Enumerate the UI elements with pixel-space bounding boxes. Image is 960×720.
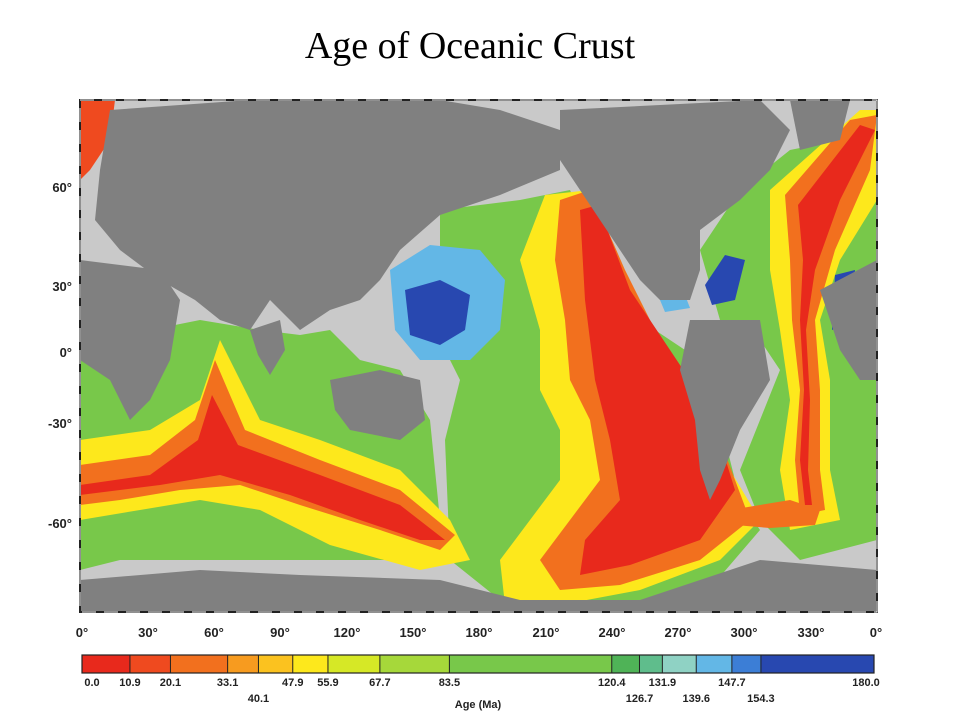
- lon-label-270: 270°: [665, 625, 692, 640]
- lon-label-210: 210°: [533, 625, 560, 640]
- colorbar-label-top-4: 47.9: [282, 677, 303, 689]
- lon-label-60: 60°: [204, 625, 224, 640]
- lon-label-90: 90°: [270, 625, 290, 640]
- colorbar-bin-12: [696, 655, 732, 673]
- colorbar-labels: 0.0 10.9 20.1 33.1 47.9 55.9 67.7 83.5 120.4 131.…: [84, 677, 879, 705]
- lon-label-0-east: 0°: [870, 625, 882, 640]
- colorbar-ticks: [81, 655, 875, 673]
- north-america: [560, 100, 790, 300]
- colorbar-bin-0: [82, 655, 130, 673]
- colorbar-bin-10: [639, 655, 663, 673]
- scotia-arc: [730, 500, 820, 528]
- map-frame-dashes: [79, 99, 878, 613]
- colorbar-bin-6: [327, 655, 380, 673]
- oldest-crust-pacific: [405, 280, 470, 345]
- colorbar-bins: [82, 655, 874, 673]
- pacific-rise-red: [580, 205, 735, 575]
- colorbar-label-top-0: 0.0: [84, 677, 99, 689]
- colorbar-bin-14: [760, 655, 874, 673]
- indian-ridge-red: [80, 395, 445, 540]
- africa-east: [820, 260, 877, 380]
- india: [250, 320, 285, 375]
- australia: [330, 370, 425, 440]
- colorbar-bin-4: [258, 655, 293, 673]
- colorbar-label-bottom-1: 126.7: [626, 693, 654, 705]
- south-america: [680, 320, 770, 500]
- lon-label-120: 120°: [334, 625, 361, 640]
- lat-label-60: 60°: [52, 180, 72, 195]
- longitude-axis: 0° 30° 60° 90° 120° 150° 180° 210° 240° …: [76, 625, 882, 640]
- colorbar-label-top-2: 20.1: [160, 677, 181, 689]
- colorbar-label-bottom-3: 154.3: [747, 693, 775, 705]
- colorbar-label-top-9: 131.9: [649, 677, 677, 689]
- lon-label-240: 240°: [599, 625, 626, 640]
- lon-label-330: 330°: [798, 625, 825, 640]
- colorbar-label-top-10: 147.7: [718, 677, 746, 689]
- lat-label-30: 30°: [52, 279, 72, 294]
- colorbar-bin-1: [129, 655, 171, 673]
- greenland: [790, 100, 850, 150]
- lat-label-0: 0°: [60, 345, 72, 360]
- colorbar-label-top-7: 83.5: [439, 677, 460, 689]
- colorbar-bin-11: [662, 655, 697, 673]
- colorbar-label-top-3: 33.1: [217, 677, 238, 689]
- colorbar-label-bottom-0: 40.1: [248, 693, 269, 705]
- old-crust-atlantic-west: [705, 255, 745, 305]
- lat-label-minus60: -60°: [48, 516, 72, 531]
- colorbar-bin-5: [292, 655, 328, 673]
- lon-label-0: 0°: [76, 625, 88, 640]
- colorbar-label-bottom-2: 139.6: [682, 693, 710, 705]
- colorbar-label-top-6: 67.7: [369, 677, 390, 689]
- colorbar-title: Age (Ma): [455, 699, 502, 711]
- colorbar-bin-3: [227, 655, 259, 673]
- lon-label-180: 180°: [466, 625, 493, 640]
- age-colorbar: 0.0 10.9 20.1 33.1 47.9 55.9 67.7 83.5 120.4 131.…: [81, 654, 880, 711]
- colorbar-bin-13: [731, 655, 761, 673]
- lat-label-minus30: -30°: [48, 416, 72, 431]
- colorbar-bin-7: [379, 655, 450, 673]
- atlantic-ridge-red: [798, 125, 875, 505]
- colorbar-label-top-8: 120.4: [598, 677, 626, 689]
- map-area: [80, 100, 877, 612]
- map-title: Age of Oceanic Crust: [304, 25, 636, 67]
- lon-label-150: 150°: [400, 625, 427, 640]
- colorbar-label-top-1: 10.9: [119, 677, 140, 689]
- latitude-axis: 60° 30° 0° -30° -60°: [48, 180, 72, 531]
- colorbar-label-top-5: 55.9: [317, 677, 338, 689]
- colorbar-bin-9: [611, 655, 640, 673]
- africa: [80, 260, 180, 420]
- lon-label-300: 300°: [731, 625, 758, 640]
- colorbar-label-top-11: 180.0: [852, 677, 880, 689]
- colorbar-bin-8: [449, 655, 612, 673]
- antarctica: [80, 560, 877, 612]
- eurasia: [95, 100, 560, 330]
- lon-label-30: 30°: [138, 625, 158, 640]
- arctic-ridge-red: [80, 100, 115, 180]
- colorbar-bin-2: [170, 655, 228, 673]
